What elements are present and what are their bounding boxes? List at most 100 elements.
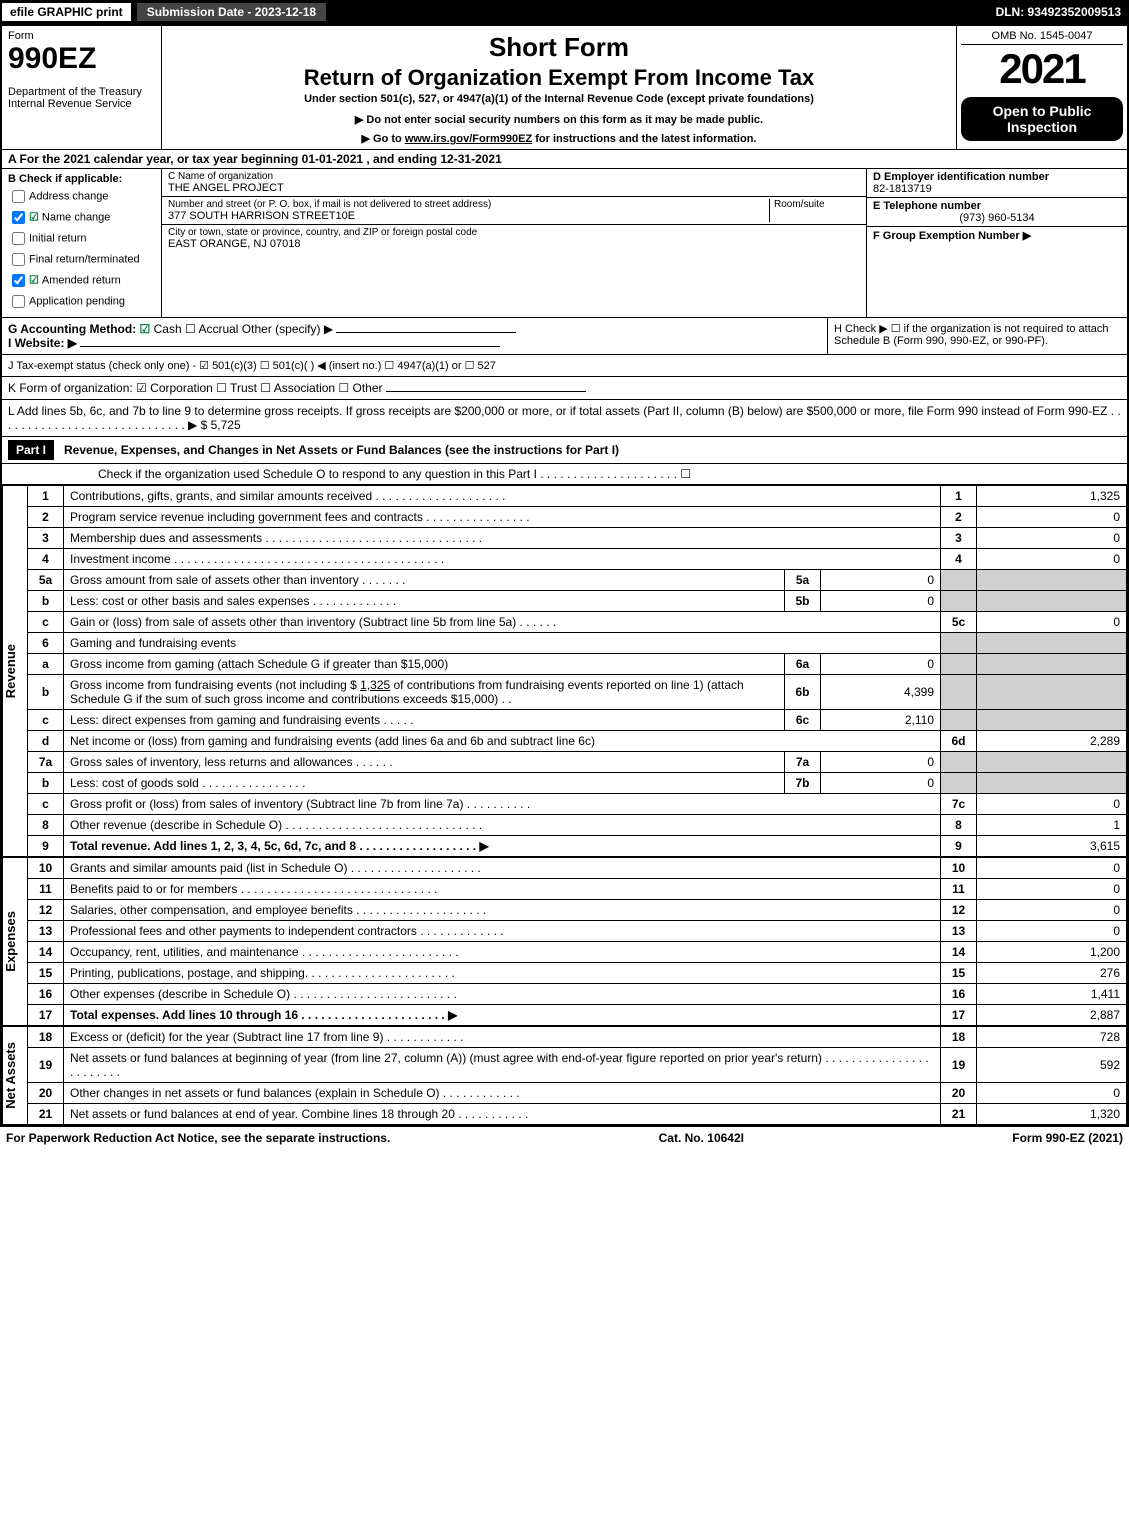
c-room-label: Room/suite <box>774 199 860 210</box>
c-name-block: C Name of organization THE ANGEL PROJECT <box>162 169 866 197</box>
c-street-label: Number and street (or P. O. box, if mail… <box>168 199 765 210</box>
line-20-label: Other changes in net assets or fund bala… <box>64 1083 941 1104</box>
line-18-val: 728 <box>977 1027 1127 1048</box>
chk-final-return-box[interactable] <box>12 253 25 266</box>
line-6d-rn: 6d <box>941 731 977 752</box>
line-21-rn: 21 <box>941 1104 977 1125</box>
line-13-label: Professional fees and other payments to … <box>64 921 941 942</box>
chk-address-change[interactable]: Address change <box>8 187 155 206</box>
line-20: 20Other changes in net assets or fund ba… <box>28 1083 1127 1104</box>
b-title: B Check if applicable: <box>8 173 155 185</box>
line-13-num: 13 <box>28 921 64 942</box>
line-1-rn: 1 <box>941 486 977 507</box>
f-label: F Group Exemption Number ▶ <box>873 229 1121 242</box>
line-20-rn: 20 <box>941 1083 977 1104</box>
line-6b-sv: 4,399 <box>821 675 941 710</box>
line-4-val: 0 <box>977 549 1127 570</box>
line-7a-grey2 <box>977 752 1127 773</box>
e-phone: (973) 960-5134 <box>873 212 1121 224</box>
chk-application-pending[interactable]: Application pending <box>8 292 155 311</box>
footer-right: Form 990-EZ (2021) <box>1012 1131 1123 1145</box>
line-7b: bLess: cost of goods sold . . . . . . . … <box>28 773 1127 794</box>
line-6c-sv: 2,110 <box>821 710 941 731</box>
row-l: L Add lines 5b, 6c, and 7b to line 9 to … <box>2 400 1127 437</box>
line-8-val: 1 <box>977 815 1127 836</box>
netassets-label: Net Assets <box>3 1042 27 1109</box>
header-center: Short Form Return of Organization Exempt… <box>162 26 957 149</box>
k-label: K Form of organization: ☑ Corporation ☐ … <box>8 381 383 395</box>
line-6a-grey <box>941 654 977 675</box>
line-3-num: 3 <box>28 528 64 549</box>
row-k: K Form of organization: ☑ Corporation ☐ … <box>2 377 1127 400</box>
chk-final-return[interactable]: Final return/terminated <box>8 250 155 269</box>
chk-amended-return[interactable]: ☑ Amended return <box>8 271 155 290</box>
line-7a-label: Gross sales of inventory, less returns a… <box>64 752 785 773</box>
line-12-label: Salaries, other compensation, and employ… <box>64 900 941 921</box>
title-short-form: Short Form <box>168 32 950 63</box>
line-17-num: 17 <box>28 1005 64 1026</box>
chk-application-pending-box[interactable] <box>12 295 25 308</box>
line-11-rn: 11 <box>941 879 977 900</box>
efile-print[interactable]: efile GRAPHIC print <box>0 1 133 23</box>
line-7b-grey <box>941 773 977 794</box>
g-accounting: G Accounting Method: ☑ Cash ☐ Accrual Ot… <box>2 318 827 354</box>
line-7b-sv: 0 <box>821 773 941 794</box>
line-5b-label: Less: cost or other basis and sales expe… <box>64 591 785 612</box>
chk-name-change[interactable]: ☑ Name change <box>8 208 155 227</box>
line-8-label: Other revenue (describe in Schedule O) .… <box>64 815 941 836</box>
line-9-label: Total revenue. Add lines 1, 2, 3, 4, 5c,… <box>64 836 941 857</box>
line-10-num: 10 <box>28 858 64 879</box>
subtitle: Under section 501(c), 527, or 4947(a)(1)… <box>168 93 950 105</box>
line-12: 12Salaries, other compensation, and empl… <box>28 900 1127 921</box>
irs-label: Internal Revenue Service <box>8 98 155 110</box>
expenses-section: Expenses 10Grants and similar amounts pa… <box>2 857 1127 1026</box>
j-tax-exempt: J Tax-exempt status (check only one) - ☑… <box>2 355 1127 376</box>
line-10-label: Grants and similar amounts paid (list in… <box>64 858 941 879</box>
line-9-val: 3,615 <box>977 836 1127 857</box>
line-17-rn: 17 <box>941 1005 977 1026</box>
goto-prefix: Go to <box>373 133 405 145</box>
line-5b-sn: 5b <box>785 591 821 612</box>
line-19-label: Net assets or fund balances at beginning… <box>64 1048 941 1083</box>
line-12-num: 12 <box>28 900 64 921</box>
line-6: 6Gaming and fundraising events <box>28 633 1127 654</box>
line-8-rn: 8 <box>941 815 977 836</box>
section-bcdef: B Check if applicable: Address change ☑ … <box>2 169 1127 318</box>
line-6d-num: d <box>28 731 64 752</box>
line-6b-pre: Gross income from fundraising events (no… <box>70 678 360 692</box>
line-20-num: 20 <box>28 1083 64 1104</box>
line-10-val: 0 <box>977 858 1127 879</box>
line-15-val: 276 <box>977 963 1127 984</box>
line-5b-sv: 0 <box>821 591 941 612</box>
line-6c: cLess: direct expenses from gaming and f… <box>28 710 1127 731</box>
chk-initial-return-box[interactable] <box>12 232 25 245</box>
chk-initial-return[interactable]: Initial return <box>8 229 155 248</box>
line-9-rn: 9 <box>941 836 977 857</box>
line-11-num: 11 <box>28 879 64 900</box>
line-11: 11Benefits paid to or for members . . . … <box>28 879 1127 900</box>
line-5c-val: 0 <box>977 612 1127 633</box>
expenses-side-label: Expenses <box>2 857 27 1026</box>
chk-amended-return-box[interactable] <box>12 274 25 287</box>
expenses-label: Expenses <box>3 911 27 972</box>
chk-application-pending-label: Application pending <box>29 295 125 307</box>
chk-address-change-box[interactable] <box>12 190 25 203</box>
netassets-side-label: Net Assets <box>2 1026 27 1125</box>
line-3-val: 0 <box>977 528 1127 549</box>
c-street-block: Number and street (or P. O. box, if mail… <box>162 197 866 225</box>
line-2-val: 0 <box>977 507 1127 528</box>
line-2: 2Program service revenue including gover… <box>28 507 1127 528</box>
goto-link[interactable]: www.irs.gov/Form990EZ <box>405 133 532 145</box>
line-7a-grey <box>941 752 977 773</box>
line-17-label: Total expenses. Add lines 10 through 16 … <box>64 1005 941 1026</box>
part-i-title: Revenue, Expenses, and Changes in Net As… <box>54 443 1121 457</box>
line-5b-grey2 <box>977 591 1127 612</box>
g-other: Other (specify) ▶ <box>242 322 333 336</box>
line-5c-label: Gain or (loss) from sale of assets other… <box>64 612 941 633</box>
line-7a-sn: 7a <box>785 752 821 773</box>
line-18-rn: 18 <box>941 1027 977 1048</box>
i-label: I Website: ▶ <box>8 336 77 350</box>
revenue-section: Revenue 1Contributions, gifts, grants, a… <box>2 485 1127 857</box>
line-16-rn: 16 <box>941 984 977 1005</box>
chk-name-change-box[interactable] <box>12 211 25 224</box>
